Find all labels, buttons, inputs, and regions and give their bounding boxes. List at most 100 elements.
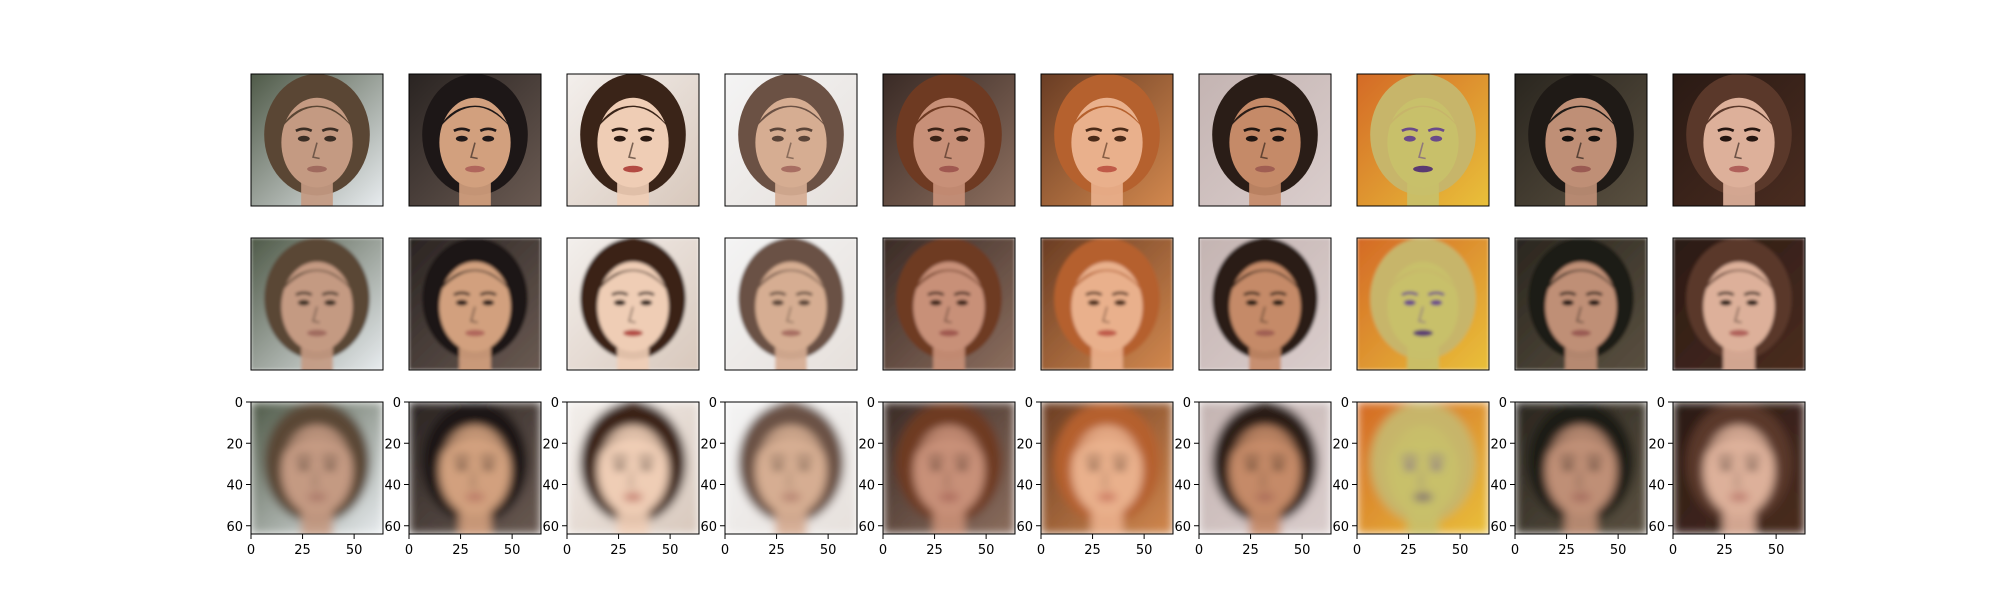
hair-fringe	[1702, 269, 1776, 294]
eye	[771, 135, 784, 142]
face-image	[567, 402, 699, 534]
hair-fringe	[1228, 105, 1302, 130]
lips	[1571, 493, 1591, 501]
eye	[482, 135, 495, 142]
eye	[1588, 135, 1601, 142]
eye	[929, 299, 942, 306]
eye	[640, 299, 653, 306]
eye	[1746, 135, 1759, 142]
y-tick-label: 60	[1332, 520, 1349, 535]
face-image	[725, 74, 857, 206]
eye	[1114, 299, 1127, 306]
face-panel-blurred_reconstruction-8: 0 25 50 0 20 40 60	[1332, 396, 1490, 558]
x-tick-label: 0	[1037, 543, 1045, 558]
face-image	[1673, 402, 1805, 534]
face-image	[567, 74, 699, 206]
x-tick-label: 25	[1400, 543, 1417, 558]
eye	[798, 299, 811, 306]
y-tick-label: 0	[1499, 396, 1507, 411]
lips	[781, 165, 801, 173]
y-tick-label: 40	[226, 479, 243, 494]
x-tick-label: 0	[879, 543, 887, 558]
eye	[455, 299, 468, 306]
face-panel-reconstruction-1	[250, 237, 384, 371]
y-tick-label: 40	[1648, 479, 1665, 494]
hair-fringe	[1070, 269, 1144, 294]
panel-frame	[724, 73, 858, 207]
face-image	[1515, 74, 1647, 206]
eye	[297, 135, 310, 142]
lips	[1413, 165, 1433, 173]
face-panel-blurred_reconstruction-2: 0 25 50 0 20 40 60	[384, 396, 542, 558]
lips	[939, 493, 959, 501]
hair-fringe	[280, 433, 354, 458]
panel-frame	[882, 237, 1016, 371]
face-image	[1041, 74, 1173, 206]
face-image	[883, 238, 1015, 370]
eye	[1719, 299, 1732, 306]
face-panel-blurred_reconstruction-3: 0 25 50 0 20 40 60	[542, 396, 700, 558]
hair-fringe	[912, 269, 986, 294]
hair-fringe	[1386, 269, 1460, 294]
y-tick-label: 40	[1174, 479, 1191, 494]
eye	[1430, 299, 1443, 306]
eye	[613, 463, 626, 470]
eye	[929, 463, 942, 470]
eye	[1245, 299, 1258, 306]
hair-fringe	[438, 433, 512, 458]
hair-fringe	[754, 105, 828, 130]
y-tick-label: 0	[1341, 396, 1349, 411]
panel-frame	[250, 401, 384, 535]
panel-frame	[1198, 237, 1332, 371]
image-panel-grid: 0 25 50 0 20 40 60 0 25 50 0 20 40 60 0 25 50 0 20 40 60 0 25 5…	[226, 73, 1806, 558]
x-tick-label: 0	[1353, 543, 1361, 558]
panel-frame	[882, 401, 1016, 535]
eye	[1719, 463, 1732, 470]
eye	[1403, 463, 1416, 470]
eye	[771, 463, 784, 470]
y-tick-label: 20	[1174, 437, 1191, 452]
face-panel-original-10	[1672, 73, 1806, 207]
x-tick-label: 0	[247, 543, 255, 558]
eye	[613, 299, 626, 306]
panel-frame	[1672, 237, 1806, 371]
face-image	[251, 238, 383, 370]
face-panel-blurred_reconstruction-7: 0 25 50 0 20 40 60	[1174, 396, 1332, 558]
y-tick-label: 60	[226, 520, 243, 535]
y-tick-label: 0	[867, 396, 875, 411]
lips	[465, 329, 485, 337]
eye	[1746, 299, 1759, 306]
face-image	[409, 402, 541, 534]
y-tick-label: 40	[1490, 479, 1507, 494]
hair-fringe	[912, 105, 986, 130]
face-panel-reconstruction-6	[1040, 237, 1174, 371]
y-tick-label: 60	[1490, 520, 1507, 535]
face-panel-reconstruction-3	[566, 237, 700, 371]
lips	[1255, 493, 1275, 501]
x-tick-label: 25	[1084, 543, 1101, 558]
eye	[640, 135, 653, 142]
eye	[324, 135, 337, 142]
hair-fringe	[1702, 105, 1776, 130]
panel-frame	[1672, 73, 1806, 207]
y-tick-label: 60	[1016, 520, 1033, 535]
y-tick-label: 20	[700, 437, 717, 452]
y-tick-label: 0	[709, 396, 717, 411]
y-tick-label: 40	[700, 479, 717, 494]
y-tick-label: 60	[384, 520, 401, 535]
panel-frame	[1356, 401, 1490, 535]
face-panel-reconstruction-2	[408, 237, 542, 371]
face-image	[1199, 402, 1331, 534]
x-tick-label: 25	[1716, 543, 1733, 558]
panel-frame	[408, 73, 542, 207]
face-panel-blurred_reconstruction-10: 0 25 50 0 20 40 60	[1648, 396, 1806, 558]
hair-fringe	[1386, 433, 1460, 458]
hair-fringe	[1070, 105, 1144, 130]
lips	[1097, 493, 1117, 501]
eye	[1272, 299, 1285, 306]
face-image	[251, 74, 383, 206]
lips	[1097, 329, 1117, 337]
panel-frame	[1198, 401, 1332, 535]
y-tick-label: 20	[1490, 437, 1507, 452]
